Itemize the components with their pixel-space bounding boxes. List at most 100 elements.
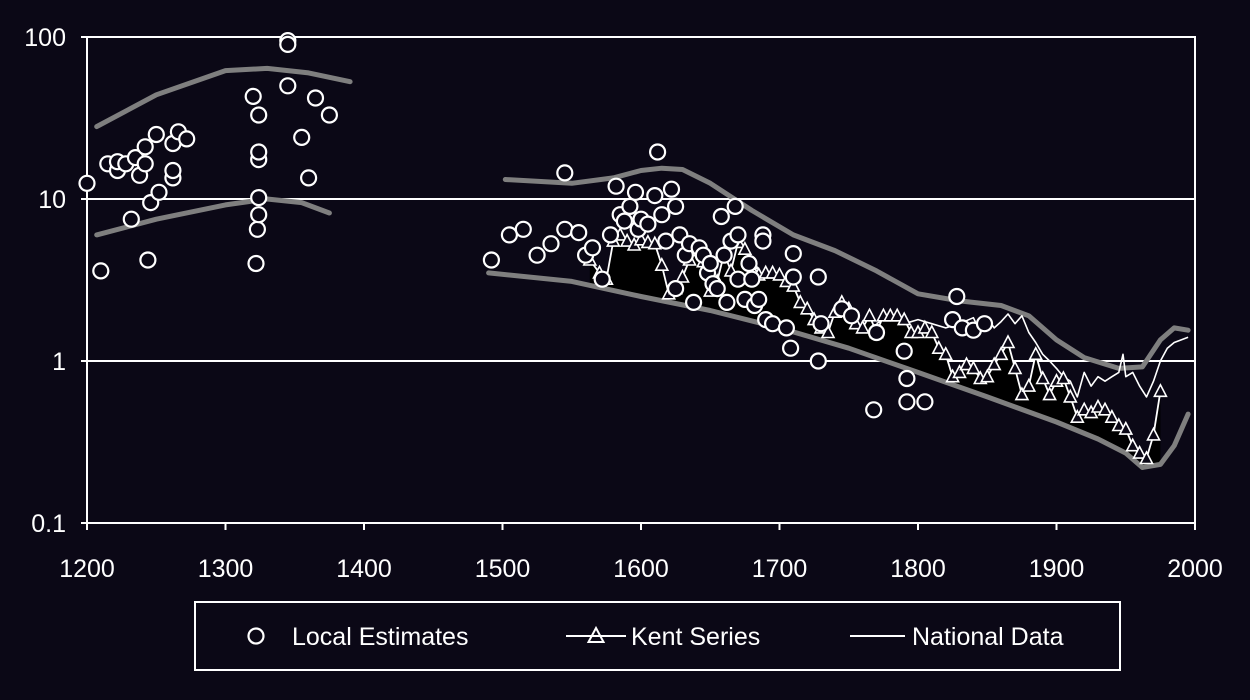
kent-series-point: [917, 319, 933, 334]
legend-frame: [194, 601, 1121, 671]
legend-circle-icon: [247, 627, 265, 645]
x-tick-label: 1400: [336, 555, 392, 583]
local-estimate-point: [136, 138, 154, 156]
kent-series-point: [862, 307, 877, 322]
local-estimate-point: [150, 183, 168, 201]
local-estimate-point: [809, 268, 827, 286]
local-estimate-point: [646, 187, 664, 205]
y-tick-label: 0.1: [31, 510, 66, 538]
x-tick-label: 1700: [752, 555, 808, 583]
y-tick-label: 100: [24, 24, 66, 52]
x-tick-label: 1500: [475, 555, 531, 583]
local-estimate-point: [570, 224, 588, 242]
local-estimate-point: [528, 246, 546, 264]
kent-series-point: [938, 346, 954, 361]
local-estimate-point: [136, 155, 154, 173]
kent-series-point: [1139, 450, 1154, 465]
kent-series-point: [1118, 420, 1134, 435]
local-estimate-point: [556, 220, 574, 238]
kent-series-point: [966, 360, 981, 375]
local-estimate-point: [601, 226, 620, 244]
local-estimate-point: [164, 161, 182, 180]
band-lower-modern: [486, 270, 1191, 470]
y-tick-label: 1: [52, 348, 66, 376]
local-estimate-point: [122, 210, 140, 228]
x-tick-label: 1800: [890, 555, 946, 583]
kent-series-point: [896, 311, 912, 326]
kent-series-point: [1014, 386, 1030, 401]
local-estimate-point: [306, 89, 325, 107]
local-estimate-point: [250, 143, 268, 161]
local-estimate-point: [78, 174, 96, 192]
local-estimate-point: [948, 287, 966, 306]
kent-series-point: [772, 266, 787, 281]
x-tick-label: 1600: [613, 555, 669, 583]
kent-series-point: [1153, 383, 1168, 398]
local-estimate-point: [666, 280, 685, 298]
local-estimate-point: [750, 290, 768, 308]
local-estimate-point: [718, 293, 736, 311]
kent-series-point: [1125, 437, 1141, 452]
kent-series-point: [993, 346, 1009, 361]
local-estimate-point: [865, 401, 883, 419]
kent-series-point: [979, 368, 995, 383]
local-estimate-point: [615, 212, 634, 230]
local-estimate-point: [842, 307, 861, 325]
local-estimate-point: [593, 270, 611, 288]
kent-series-point: [855, 319, 870, 334]
local-estimate-point: [639, 215, 657, 233]
local-estimate-point: [975, 315, 994, 333]
kent-series-point: [1062, 388, 1078, 403]
local-estimate-point: [250, 206, 268, 224]
kent-series-point: [986, 356, 1002, 371]
local-estimate-point: [250, 106, 268, 124]
local-estimate-point: [178, 130, 196, 148]
kent-series-point: [792, 294, 808, 309]
kent-series-point: [737, 240, 753, 255]
x-axis-labels: 1200 1300 1400 1500 1600 1700 1800 1900 2000: [59, 555, 1223, 583]
kent-series-point: [1090, 398, 1106, 413]
local-estimate-point: [247, 254, 265, 273]
kent-series-point: [1097, 401, 1113, 416]
local-estimate-point: [657, 232, 675, 250]
local-estimate-point: [279, 77, 297, 95]
local-estimate-point: [556, 164, 574, 182]
local-estimate-point: [482, 251, 500, 269]
local-estimate-point: [777, 319, 796, 337]
kent-series-point: [1056, 370, 1071, 385]
local-estimate-point: [916, 393, 934, 411]
legend: Local Estimates Kent Series National Dat…: [194, 601, 1121, 671]
local-estimate-point: [626, 183, 645, 201]
kent-series-point: [1132, 444, 1147, 459]
local-estimate-point: [740, 254, 758, 273]
kent-series-point: [1104, 408, 1120, 424]
kent-series-point: [889, 307, 905, 322]
kent-series-point: [1000, 334, 1016, 349]
kent-series-point: [820, 324, 836, 339]
legend-label-kent-series: Kent Series: [631, 623, 760, 651]
local-estimate-point: [784, 268, 802, 286]
legend-label-national-data: National Data: [912, 623, 1064, 651]
local-estimate-point: [320, 106, 338, 124]
local-estimate-point: [712, 207, 730, 226]
local-estimate-point: [147, 125, 165, 144]
local-estimate-point: [653, 206, 671, 224]
kent-series-point: [1069, 408, 1085, 424]
local-estimate-point: [514, 220, 532, 238]
local-estimate-point: [898, 369, 916, 388]
x-tick-label: 1900: [1029, 555, 1085, 583]
local-estimate-point: [583, 239, 602, 257]
kent-series-point: [1021, 377, 1037, 392]
local-estimate-point: [279, 35, 297, 54]
local-estimate-point: [607, 177, 625, 195]
x-tick-label: 2000: [1167, 555, 1223, 583]
local-estimate-point: [139, 251, 157, 269]
local-estimate-point: [743, 270, 761, 288]
kent-series-point: [952, 364, 967, 379]
local-estimate-point: [293, 128, 311, 146]
local-estimate-point: [621, 197, 639, 215]
kent-series-point: [1111, 417, 1127, 432]
band-lower-medieval: [94, 196, 332, 238]
